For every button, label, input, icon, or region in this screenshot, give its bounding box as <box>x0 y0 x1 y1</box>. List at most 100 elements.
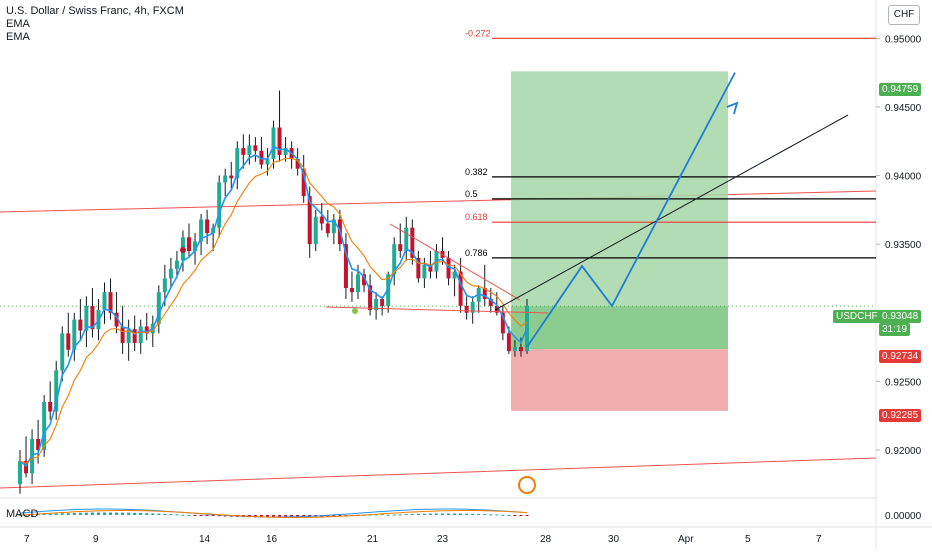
signal-dot <box>352 308 358 314</box>
candle-body <box>271 127 276 160</box>
candle-body <box>295 159 300 169</box>
projection-arrowhead <box>726 101 739 115</box>
time-tick-label: 7 <box>816 534 822 545</box>
macd-histogram-bar <box>410 513 414 515</box>
candle-body <box>253 145 258 151</box>
projection-path <box>526 72 736 348</box>
candle-body <box>506 333 511 352</box>
macd-histogram-bar <box>72 512 76 515</box>
macd-histogram-bar <box>60 513 64 515</box>
candle-body <box>482 288 487 300</box>
macd-histogram-bar <box>434 513 438 515</box>
candle-body <box>259 150 264 165</box>
candle-body <box>349 288 354 293</box>
macd-histogram-bar <box>290 515 294 518</box>
time-tick-label: 28 <box>540 534 552 545</box>
candle-body <box>156 292 161 324</box>
macd-histogram-bar <box>477 513 481 515</box>
loss-zone <box>511 349 728 411</box>
macd-histogram-bar <box>338 515 342 516</box>
macd-histogram-bar <box>127 512 131 515</box>
ema-fast-line <box>19 145 528 468</box>
time-tick-label: 9 <box>93 534 99 545</box>
macd-histogram-bar <box>139 513 143 515</box>
candle-body <box>24 460 29 474</box>
macd-histogram-bar <box>380 514 384 516</box>
symbol-title[interactable]: U.S. Dollar / Swiss Franc, 4h, FXCM <box>6 5 184 17</box>
macd-histogram-bar <box>84 512 88 515</box>
macd-histogram-bar <box>36 514 40 516</box>
candle-body <box>247 145 252 155</box>
symbol-price-badge: USDCHF <box>833 310 881 323</box>
signal-dot <box>180 247 186 253</box>
candle-body <box>331 219 336 234</box>
candle-countdown: 31:19 <box>879 323 911 336</box>
event-flag-icon <box>518 476 536 494</box>
candle-body <box>66 333 71 350</box>
macd-histogram-bar <box>54 513 58 515</box>
candle-body <box>36 438 41 450</box>
channel-lower-line <box>0 457 877 489</box>
last-price-label: 0.93048 <box>879 310 922 323</box>
chart-legend: U.S. Dollar / Swiss Franc, 4h, FXCM EMA … <box>6 5 184 44</box>
macd-histogram-bar <box>278 515 282 518</box>
candle-body <box>283 148 288 155</box>
candle-body <box>392 244 397 275</box>
macd-histogram-bar <box>265 515 269 518</box>
time-tick-label: 23 <box>437 534 449 545</box>
candle-body <box>193 241 198 251</box>
macd-histogram-bar <box>483 514 487 516</box>
time-tick-label: 16 <box>266 534 278 545</box>
candle-body <box>120 326 125 343</box>
macd-histogram-bar <box>272 515 275 518</box>
candle-body <box>368 285 373 311</box>
candle-body <box>319 216 324 224</box>
macd-histogram-bar <box>96 512 100 515</box>
currency-button[interactable]: CHF <box>888 5 920 25</box>
ema-slow-line <box>19 157 528 465</box>
price-tick-label: 0.92500 <box>885 377 922 388</box>
ema-indicator-1[interactable]: EMA <box>6 18 30 30</box>
macd-histogram-bar <box>398 514 402 516</box>
candle-body <box>223 175 228 183</box>
macd-histogram-bar <box>525 515 529 516</box>
macd-histogram-bar <box>109 512 113 515</box>
candle-body <box>265 159 270 165</box>
candle-body <box>102 292 107 311</box>
candle-body <box>362 274 367 286</box>
macd-histogram-bar <box>459 513 463 515</box>
ema-indicator-2[interactable]: EMA <box>6 31 30 43</box>
macd-label[interactable]: MACD <box>6 508 39 520</box>
macd-histogram-bar <box>181 514 185 516</box>
candle-body <box>518 347 523 352</box>
macd-histogram-bar <box>422 513 426 515</box>
macd-histogram-bar <box>18 515 22 516</box>
candle-body <box>126 329 131 343</box>
candle-body <box>48 401 53 412</box>
entry-price-label: 0.92734 <box>879 350 922 363</box>
candle-body <box>410 227 415 258</box>
candle-body <box>313 216 318 245</box>
time-tick-label: 30 <box>608 534 620 545</box>
candle-body <box>512 347 517 352</box>
fib-level-label: 0.5 <box>465 189 478 199</box>
macd-histogram-bar <box>513 515 517 516</box>
candle-body <box>144 326 149 334</box>
macd-histogram-bar <box>199 515 203 516</box>
candle-body <box>404 227 409 251</box>
candle-body <box>307 196 312 245</box>
macd-histogram-bar <box>115 512 119 515</box>
candle-body <box>277 127 282 155</box>
candle-body <box>380 299 385 306</box>
candle-body <box>138 326 143 343</box>
macd-histogram-bar <box>465 513 469 515</box>
macd-histogram-bar <box>441 513 444 515</box>
macd-histogram-bar <box>507 514 511 516</box>
candle-body <box>470 301 475 313</box>
candle-body <box>199 219 204 242</box>
ascending-trendline <box>494 114 849 311</box>
macd-histogram-bar <box>259 515 263 518</box>
